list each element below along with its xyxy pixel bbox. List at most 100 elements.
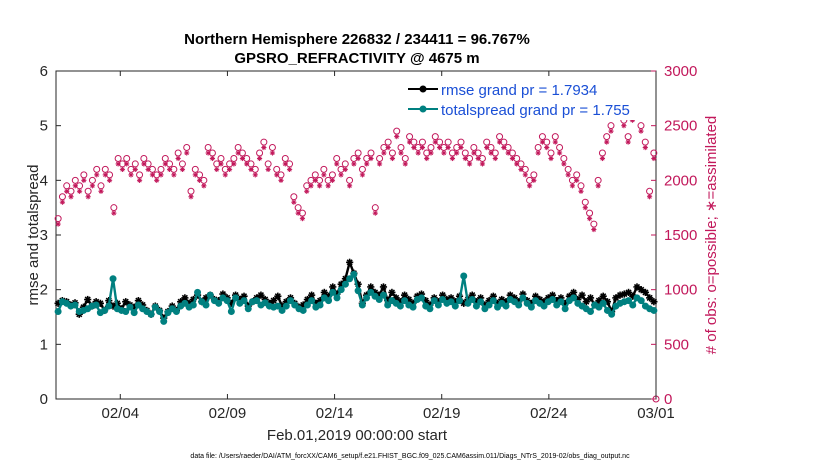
totalspread-point — [527, 303, 535, 311]
obs-assimilated-point — [381, 150, 387, 156]
obs-assimilated-point — [531, 177, 537, 183]
obs-assimilated-point — [325, 183, 331, 189]
obs-assimilated-point — [591, 226, 597, 233]
totalspread-point — [396, 302, 404, 310]
totalspread-point — [194, 288, 202, 296]
y-tick-label-6: 6 — [40, 63, 48, 80]
obs-assimilated-point — [154, 177, 160, 183]
chart-subtitle: GPSRO_REFRACTIVITY @ 4675 m — [234, 50, 479, 67]
y-tick-label-1: 1 — [40, 336, 48, 353]
totalspread-point — [282, 302, 290, 310]
totalspread-point — [291, 301, 299, 309]
obs-assimilated-point — [462, 155, 468, 162]
obs-assimilated-point — [364, 161, 370, 167]
totalspread-point — [215, 299, 223, 307]
obs-assimilated-point — [394, 134, 400, 140]
obs-assimilated-point — [355, 155, 361, 162]
totalspread-point — [570, 294, 578, 302]
obs-assimilated-point — [518, 166, 524, 172]
obs-assimilated-point — [351, 161, 357, 167]
y-right-tick-label-3: 1500 — [664, 227, 697, 244]
obs-assimilated-point — [269, 150, 276, 156]
y-tick-label-5: 5 — [40, 118, 48, 135]
totalspread-point — [206, 291, 214, 299]
legend-rmse-label: rmse grand pr = 1.7934 — [441, 82, 597, 99]
x-tick-label-2: 02/14 — [316, 405, 354, 422]
totalspread-point — [363, 294, 371, 302]
obs-assimilated-point — [299, 216, 306, 222]
rmse-point — [274, 292, 282, 300]
obs-assimilated-point — [522, 172, 528, 178]
obs-assimilated-point — [368, 155, 374, 162]
legend-box — [404, 78, 650, 120]
x-tick-label-1: 02/09 — [209, 405, 247, 422]
obs-assimilated-point — [188, 194, 194, 200]
totalspread-point — [227, 308, 235, 316]
x-tick-label-4: 02/24 — [530, 405, 568, 422]
obs-assimilated-point — [218, 161, 224, 167]
rmse-point — [650, 298, 658, 306]
obs-assimilated-point — [68, 194, 74, 200]
obs-assimilated-point — [595, 183, 601, 189]
chart-title: Northern Hemisphere 226832 / 234411 = 96… — [184, 31, 530, 48]
obs-assimilated-point — [552, 139, 558, 145]
y-right-tick-label-4: 2000 — [664, 172, 697, 189]
obs-assimilated-point — [445, 144, 451, 151]
obs-assimilated-point — [475, 155, 481, 162]
obs-assimilated-point — [175, 155, 181, 162]
obs-assimilated-point — [621, 123, 627, 129]
obs-assimilated-point — [256, 155, 263, 162]
obs-assimilated-point — [55, 221, 61, 227]
legend-rmse-marker — [419, 85, 427, 93]
obs-assimilated-point — [226, 166, 233, 172]
totalspread-point — [485, 301, 493, 309]
totalspread-point — [417, 294, 425, 302]
rmse-point — [388, 288, 396, 296]
obs-assimilated-point — [642, 144, 648, 151]
obs-assimilated-point — [132, 166, 138, 172]
obs-assimilated-point — [484, 144, 490, 151]
totalspread-point — [122, 308, 130, 316]
totalspread-point — [303, 301, 311, 309]
x-tick-label-3: 02/19 — [423, 405, 461, 422]
totalspread-point — [299, 306, 307, 314]
x-axis-label: Feb.01,2019 00:00:00 start — [267, 427, 448, 444]
totalspread-point — [557, 298, 565, 306]
obs-assimilated-point — [449, 155, 456, 162]
legend-totalspread-label: totalspread grand pr = 1.755 — [441, 102, 630, 119]
totalspread-point — [637, 297, 645, 305]
totalspread-point — [451, 302, 459, 310]
totalspread-point — [358, 301, 366, 309]
obs-assimilated-point — [85, 194, 91, 200]
totalspread-point — [164, 309, 172, 317]
obs-assimilated-point — [141, 161, 147, 167]
totalspread-point — [71, 301, 79, 309]
obs-assimilated-point — [196, 177, 203, 183]
rmse-point — [586, 294, 595, 302]
totalspread-point — [595, 303, 603, 311]
rmse-point — [582, 298, 590, 306]
obs-assimilated-point — [124, 161, 130, 167]
rmse-point — [257, 291, 265, 299]
totalspread-point — [489, 297, 497, 305]
obs-assimilated-point — [638, 128, 644, 134]
obs-assimilated-point — [535, 150, 541, 156]
obs-assimilated-point — [145, 166, 151, 172]
totalspread-point — [561, 305, 569, 313]
totalspread-point — [253, 297, 261, 305]
obs-assimilated-point — [608, 128, 614, 134]
obs-assimilated-point — [274, 172, 280, 178]
obs-assimilated-point — [432, 139, 438, 145]
obs-assimilated-point — [308, 183, 314, 189]
obs-assimilated-point — [102, 172, 108, 178]
totalspread-point — [134, 301, 142, 309]
obs-assimilated-point — [171, 172, 177, 178]
obs-assimilated-point — [321, 172, 327, 178]
footnote: data file: /Users/raeder/DAI/ATM_forcXX/… — [190, 453, 630, 460]
totalspread-point — [540, 302, 548, 310]
y-tick-label-0: 0 — [40, 391, 48, 408]
obs-assimilated-point — [539, 139, 546, 145]
obs-assimilated-point — [411, 144, 417, 151]
totalspread-point — [599, 299, 607, 307]
obs-assimilated-point — [149, 172, 156, 178]
